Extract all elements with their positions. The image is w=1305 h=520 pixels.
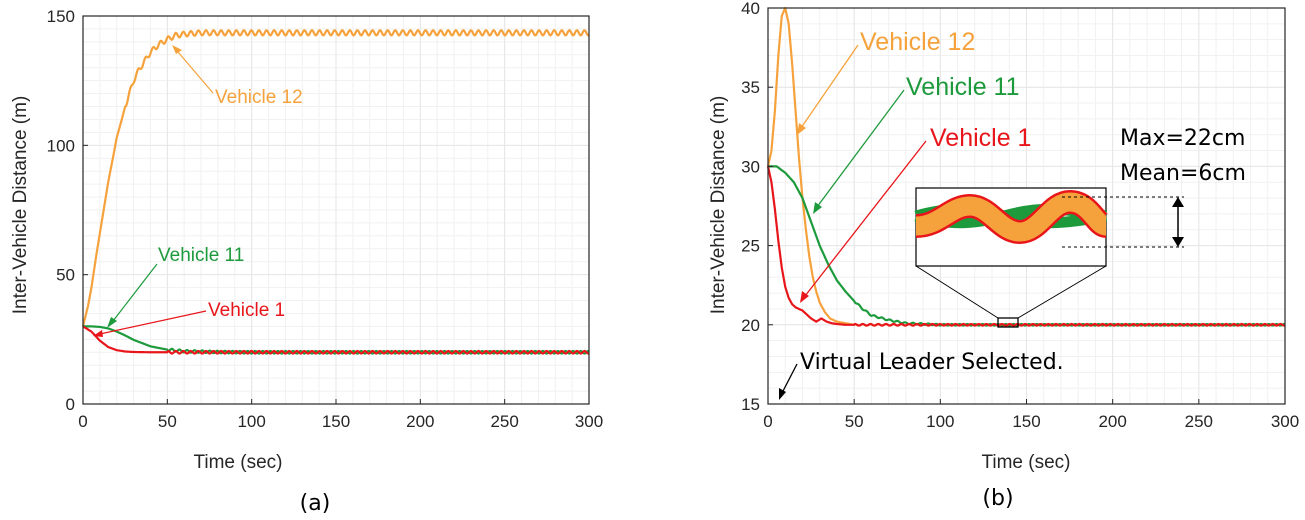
y-tick-label: 20 (741, 316, 760, 335)
annotation-vehicle-11-a: Vehicle 11 (158, 245, 244, 266)
x-axis-label-b: Time (sec) (981, 452, 1070, 473)
caption-b: (b) (982, 486, 1013, 511)
y-tick-label: 30 (741, 157, 760, 176)
x-tick-label: 250 (490, 412, 518, 431)
arrow-vehicle-12-a (172, 45, 214, 94)
annotation-mean: Mean=6cm (1120, 161, 1246, 186)
x-tick-label: 50 (158, 412, 177, 431)
annotation-virtual-leader: Virtual Leader Selected. (800, 350, 1064, 375)
x-axis-label-a: Time (sec) (193, 452, 282, 473)
x-tick-label: 50 (845, 412, 864, 431)
x-tick-label: 250 (1185, 412, 1213, 431)
x-tick-label: 150 (1012, 412, 1040, 431)
y-tick-label: 35 (741, 78, 760, 97)
x-tick-label: 200 (406, 412, 434, 431)
x-ticks-b: 0 50 100 150 200 250 300 (763, 399, 1299, 431)
annotation-vehicle-12-b: Vehicle 12 (860, 28, 975, 56)
x-tick-label: 100 (237, 412, 265, 431)
series-lines-a (81, 29, 590, 355)
grid-a (82, 15, 590, 405)
annotation-vehicle-11-b: Vehicle 11 (906, 73, 1020, 101)
x-ticks-a: 0 50 100 150 200 250 300 (78, 399, 603, 431)
series-line-vehicle-1 (766, 166, 1286, 327)
chart-b: 0 50 100 150 200 250 300 15 20 25 30 35 40 Time (se… (708, 0, 1299, 511)
x-tick-label: 150 (322, 412, 350, 431)
x-tick-label: 0 (78, 412, 87, 431)
series-line-vehicle-12 (81, 29, 590, 327)
zoom-source-box (997, 317, 1019, 328)
x-tick-label: 0 (763, 412, 772, 431)
y-tick-label: 0 (66, 395, 75, 414)
x-tick-label: 100 (926, 412, 954, 431)
annotation-vehicle-1-a: Vehicle 1 (208, 300, 285, 321)
y-tick-label: 40 (741, 0, 760, 18)
arrow-vehicle-1-a (93, 310, 207, 337)
annotation-vehicle-12-a: Vehicle 12 (215, 87, 303, 108)
y-tick-label: 100 (47, 136, 75, 155)
x-tick-label: 300 (1271, 412, 1299, 431)
x-tick-label: 200 (1098, 412, 1126, 431)
caption-a: (a) (300, 491, 331, 516)
annotation-max: Max=22cm (1120, 126, 1245, 151)
annotation-vehicle-1-b: Vehicle 1 (930, 124, 1031, 152)
series-line-vehicle-1 (82, 325, 590, 355)
series-lines-b (766, 6, 1286, 327)
y-axis-label-b: Inter-Vehicle Distance (m) (708, 96, 729, 315)
y-ticks-b: 15 20 25 30 35 40 (741, 0, 773, 414)
y-tick-label: 150 (47, 7, 75, 26)
arrow-vehicle-1-b (800, 140, 927, 303)
arrow-vehicle-11-a (107, 263, 158, 328)
y-tick-label: 50 (56, 266, 75, 285)
x-tick-label: 300 (575, 412, 603, 431)
y-tick-label: 15 (741, 395, 760, 414)
arrow-vehicle-12-b (797, 44, 859, 135)
arrow-virtual-leader (779, 363, 798, 400)
y-axis-label-a: Inter-Vehicle Distance (m) (10, 96, 31, 315)
y-ticks-a: 0 50 100 150 (47, 7, 88, 414)
zoom-inset (914, 187, 1184, 328)
y-tick-label: 25 (741, 237, 760, 256)
arrow-vehicle-11-b (813, 89, 905, 214)
